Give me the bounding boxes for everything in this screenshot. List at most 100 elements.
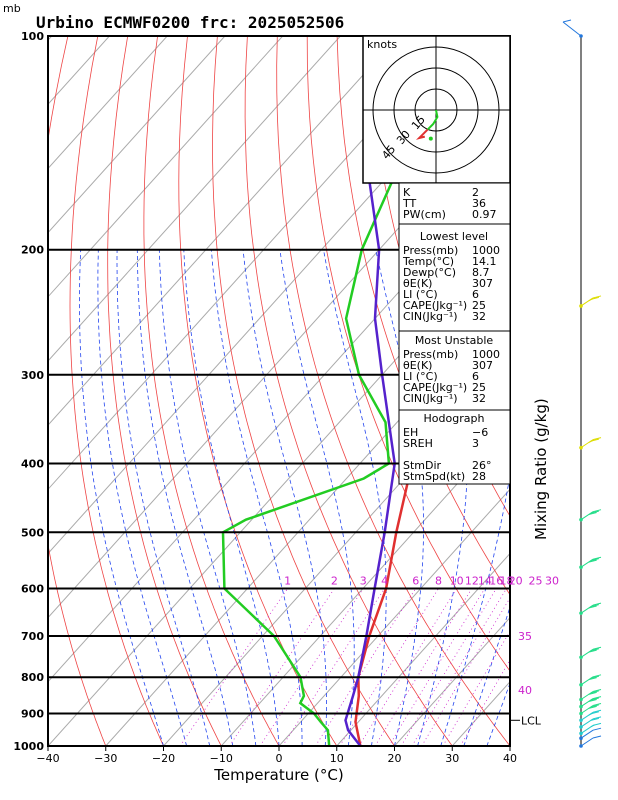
dry-adiabat-line: [48, 36, 107, 746]
index-section-title: Lowest level: [420, 230, 488, 243]
mixing-ratio-label: 6: [412, 575, 419, 588]
mixing-ratio-line: [229, 588, 335, 746]
wind-barb: [579, 602, 602, 615]
indices-frame: [398, 182, 511, 485]
mixing-ratio-label: 8: [435, 575, 442, 588]
mixing-ratio-line: [442, 630, 510, 746]
hodograph-ring: [414, 88, 458, 132]
mixing-ratio-label: 10: [450, 575, 464, 588]
mixing-ratio-label: 3: [360, 575, 367, 588]
moist-adiabat-line: [242, 249, 327, 746]
index-value: 6: [472, 288, 479, 301]
wind-barb: [579, 437, 602, 450]
mixing-ratio-line: [259, 588, 364, 746]
index-value: 36: [472, 197, 486, 210]
isotherm-line: [336, 552, 510, 746]
temperature-tick-label: −30: [94, 752, 117, 765]
temperature-tick-label: 20: [388, 752, 402, 765]
mixing-ratio-line: [388, 588, 486, 746]
isotherm-line: [554, 4, 618, 762]
pressure-tick-label: 200: [21, 244, 44, 257]
index-label: TT: [402, 197, 417, 210]
index-value: 25: [472, 381, 486, 394]
index-value: 25: [472, 299, 486, 312]
dry-adiabat-line: [212, 36, 395, 746]
index-label: SREH: [403, 437, 433, 450]
index-label: θE(K): [403, 359, 432, 372]
pressure-tick-label: 100: [21, 30, 44, 43]
mixing-ratio-line: [315, 588, 417, 746]
index-value: 32: [472, 310, 486, 323]
isotherm-line: [0, 4, 23, 762]
index-section-title: Most Unstable: [415, 334, 494, 347]
index-value: 1000: [472, 244, 500, 257]
theta-label: 40: [518, 684, 532, 697]
isotherm-line: [48, 36, 53, 41]
index-value: −6: [472, 426, 488, 439]
isotherm-line: [48, 36, 111, 106]
moist-adiabat-line: [509, 744, 510, 746]
isotherm-line: [48, 36, 284, 298]
dry-adiabat-line: [107, 36, 222, 746]
wind-barb: [579, 735, 602, 748]
mixing-ratio-label: 12: [465, 575, 479, 588]
wind-barb: [579, 674, 602, 687]
isotherm-line: [48, 36, 226, 234]
x-axis-label: Temperature (°C): [213, 766, 343, 784]
temperature-tick-label: 40: [503, 752, 517, 765]
hodograph-trace-low: [426, 109, 439, 131]
dry-adiabat-line: [540, 4, 618, 762]
mixing-ratio-line: [282, 588, 385, 746]
isotherm-line: [48, 231, 510, 746]
pressure-tick-label: 800: [21, 671, 44, 684]
moist-adiabat-line: [279, 249, 355, 746]
wind-barb: [579, 556, 602, 570]
mixing-ratio-label: 20: [509, 575, 523, 588]
dry-adiabat-line: [276, 36, 510, 746]
lcl-label: LCL: [521, 714, 542, 727]
wind-barb: [579, 689, 602, 702]
background-lines: [0, 4, 618, 762]
moist-adiabat-line: [79, 249, 164, 746]
hodograph-trace-high: [415, 128, 429, 140]
wind-barb: [562, 19, 583, 38]
pressure-tick-label: 400: [21, 457, 44, 470]
index-value: 14.1: [472, 255, 497, 268]
index-label: CAPE(Jkg⁻¹): [403, 299, 467, 312]
moist-adiabat-line: [183, 249, 280, 746]
parcel-profile: [344, 116, 396, 746]
wind-barb: [579, 727, 602, 740]
wind-barb: [579, 646, 602, 660]
pressure-tick-label: 700: [21, 630, 44, 643]
isotherm-line: [278, 488, 510, 746]
mixing-ratio-label: 30: [545, 575, 559, 588]
mixing-ratio-line: [358, 588, 458, 746]
isotherm-line: [393, 616, 510, 746]
index-value: 1000: [472, 348, 500, 361]
index-value: 8.7: [472, 266, 490, 279]
moist-adiabat-line: [323, 249, 387, 746]
mixing-ratio-label: 14: [478, 575, 492, 588]
moist-adiabat-line: [375, 249, 425, 746]
hodograph-ring: [393, 67, 479, 153]
index-value: 3: [472, 437, 479, 450]
index-section-title: Hodograph: [424, 412, 485, 425]
isotherm-line: [48, 36, 399, 426]
index-label: StmSpd(kt): [403, 470, 465, 483]
lcl-marker: LCL: [510, 714, 542, 727]
index-value: 26°: [472, 459, 492, 472]
isotherm-line: [48, 167, 510, 683]
chart-title: Urbino ECMWF0200 frc: 2025052506: [36, 13, 344, 32]
pressure-unit-label: mb: [3, 2, 21, 15]
index-label: K: [403, 186, 411, 199]
moist-adiabat-line: [158, 249, 257, 746]
right-axis-label: Mixing Ratio (g/kg): [532, 398, 550, 540]
mixing-ratio-label: 2: [331, 575, 338, 588]
mixing-ratio-label: 1: [284, 575, 291, 588]
index-label: PW(cm): [403, 208, 446, 221]
isotherm-line: [48, 36, 342, 362]
theta-label: 35: [518, 630, 532, 643]
mixing-ratio-label: 25: [529, 575, 543, 588]
